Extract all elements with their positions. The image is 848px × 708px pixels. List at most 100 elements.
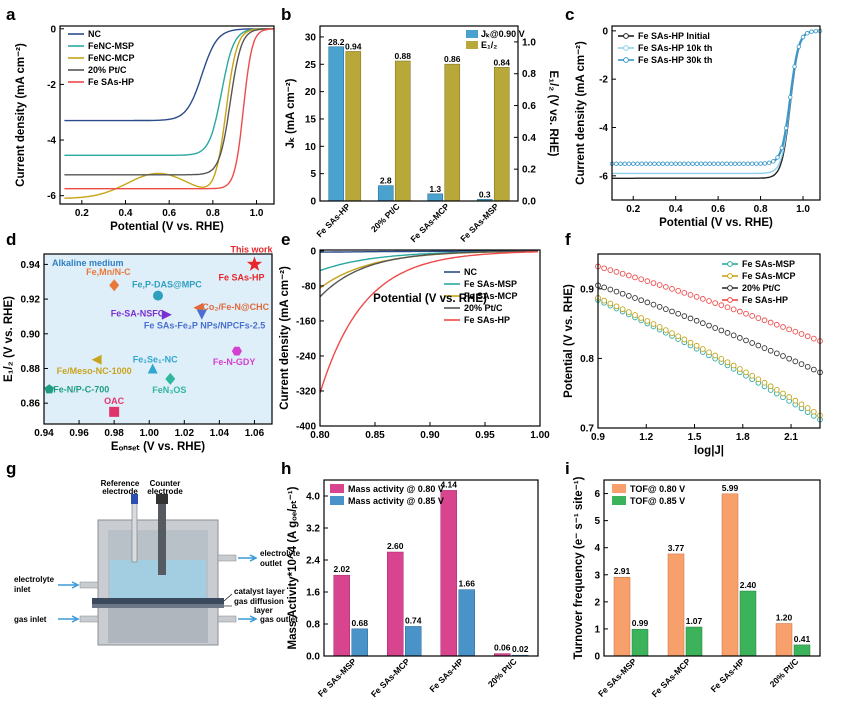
legend-f-0-text: Fe SAs-MSP: [742, 259, 795, 269]
outlet-tube: [217, 554, 237, 562]
legend-1-text: FeNC-MSP: [88, 41, 134, 51]
series-f-3-point: [613, 269, 620, 275]
series-f-2-point: [625, 292, 632, 299]
series-f-2-point: [718, 327, 725, 334]
panel-i-bar-0-0: [613, 576, 631, 657]
a-ytick-label: -4: [47, 136, 56, 147]
series-fencmsp-line: [64, 28, 274, 156]
point-6: [231, 346, 242, 356]
e-xlabel: Potential (V vs. RHE): [373, 293, 487, 305]
series-f-1-point: [792, 397, 799, 404]
series-stability-30k-point: [707, 161, 712, 166]
series-f-3-point: [656, 282, 663, 288]
c-ytick-label: 0: [602, 26, 608, 37]
series-f-1-point: [755, 376, 762, 383]
e-frame: [319, 249, 541, 427]
outlet-arrow-icon: [238, 554, 258, 562]
series-e-4-line: [319, 251, 538, 394]
series-stability-30k-point: [800, 34, 806, 40]
series-f-1-point: [644, 318, 651, 324]
series-f-3-point: [644, 278, 651, 284]
series-stability-30k-point: [669, 161, 674, 166]
point-label-2: Fe,P-DAS@MPC: [132, 280, 202, 290]
f-xtick-label: 2.1: [784, 432, 798, 443]
series-f-3-point: [761, 317, 768, 324]
series-f-3-point: [706, 298, 712, 304]
bar-ehalf-label-3: 0.84: [493, 57, 510, 67]
panel-i-ytick-label: 2: [594, 597, 600, 608]
series-f-2-point: [761, 345, 768, 351]
d-ylabel: E₁/₂ (V vs. RHE): [3, 296, 15, 382]
e-ytick-label: -80: [302, 281, 317, 292]
series-stability-30k-point: [690, 161, 695, 166]
series-f-1-point: [601, 297, 608, 304]
panel-i-frame: [603, 479, 821, 657]
point-7: [147, 363, 158, 374]
series-stability-30k-point: [805, 31, 810, 36]
series-f-1-point: [687, 339, 694, 346]
series-stability-30k-point: [762, 161, 768, 166]
series-f-1-point: [786, 394, 793, 400]
series-f-1-point: [638, 315, 645, 321]
series-f-3-point: [767, 319, 774, 326]
legend-c-1-text: Fe SAs-HP 10k th: [638, 43, 712, 53]
a-xtick-label: 0.4: [119, 208, 133, 219]
c-xlabel: Potential (V vs. RHE): [659, 217, 773, 229]
a-xtick-label: 0.6: [162, 208, 176, 219]
series-f-1-point: [681, 336, 688, 343]
legend-f-1-text: Fe SAs-MCP: [742, 271, 796, 281]
reference-electrode-cap: [131, 494, 138, 504]
legend-ehalf-swatch: [466, 41, 478, 49]
series-f-1-point: [773, 386, 780, 393]
legend-f-3-text: Fe SAs-HP: [742, 295, 788, 305]
series-f-1-point: [656, 324, 663, 330]
series-f-1-point: [632, 312, 638, 318]
point-label-7: Fe₁Se₁-NC: [133, 354, 178, 364]
panel-i-bar-1-0: [631, 628, 649, 657]
panel-i-ytick-label: 4: [594, 543, 600, 554]
panel-h-bar-0-2: [440, 490, 457, 657]
bar-jk-label-3: 0.3: [479, 189, 491, 199]
series-stability-30k-point: [618, 161, 623, 166]
e-ytick-label: -320: [296, 386, 316, 397]
f-ylabel: Potential (V vs. RHE): [563, 284, 575, 398]
gas-outlet-tube: [217, 615, 237, 623]
series-stability-30k-point: [813, 28, 818, 34]
panel-i-category-1: Fe SAs-MCP: [650, 656, 693, 699]
legend-2-text: FeNC-MCP: [88, 53, 135, 63]
series-f-2-point: [804, 363, 811, 370]
b-ytick-label-right: 0.8: [522, 69, 536, 80]
panel-i-bar-0-1: [667, 553, 685, 657]
point-9: [165, 372, 176, 385]
series-stability-30k-point: [779, 145, 784, 151]
legend-e-3-text: 20% Pt/C: [464, 303, 503, 313]
a-xtick-label: 1.0: [250, 208, 264, 219]
d-background: [44, 254, 272, 424]
panel-h-category-1: Fe SAs-MCP: [369, 656, 412, 699]
series-f-3-point: [718, 302, 725, 308]
series-stability-30k-point: [758, 161, 763, 166]
series-20ptc-line: [64, 28, 274, 176]
d-xtick-label: 1.02: [175, 428, 195, 439]
h-ylabel: Mass Activity*10^4 (A gₒₑ/ₚₜ⁻¹): [287, 486, 299, 649]
point-label-6: Fe-N-GDY: [213, 357, 256, 367]
counter-electrode-cap: [156, 494, 168, 504]
series-f-2-point: [669, 308, 675, 315]
bar-ehalf-label-1: 0.88: [394, 51, 411, 61]
series-f-2-point: [675, 310, 682, 317]
series-stability-30k-point: [720, 161, 725, 166]
counter-electrode-rod: [158, 500, 166, 575]
series-f-2-point: [810, 366, 817, 373]
legend-ehalf-text: E₁/₂: [481, 40, 497, 50]
series-f-1-point: [743, 369, 749, 376]
e-xtick-label: 0.90: [420, 430, 440, 441]
series-f-1-point: [730, 362, 737, 369]
series-f-1-point: [718, 355, 725, 362]
series-f-3-point: [687, 291, 694, 298]
panel-h-legend-swatch-1: [330, 496, 344, 505]
category-label-0: Fe SAs-HP: [314, 201, 352, 239]
panel-label-d: d: [6, 230, 16, 249]
f-ytick-label: 0.9: [580, 284, 594, 295]
electrolyte-inlet-label-1: electrolyte: [14, 575, 55, 584]
panel-h-ytick-label: 2.4: [306, 556, 320, 567]
